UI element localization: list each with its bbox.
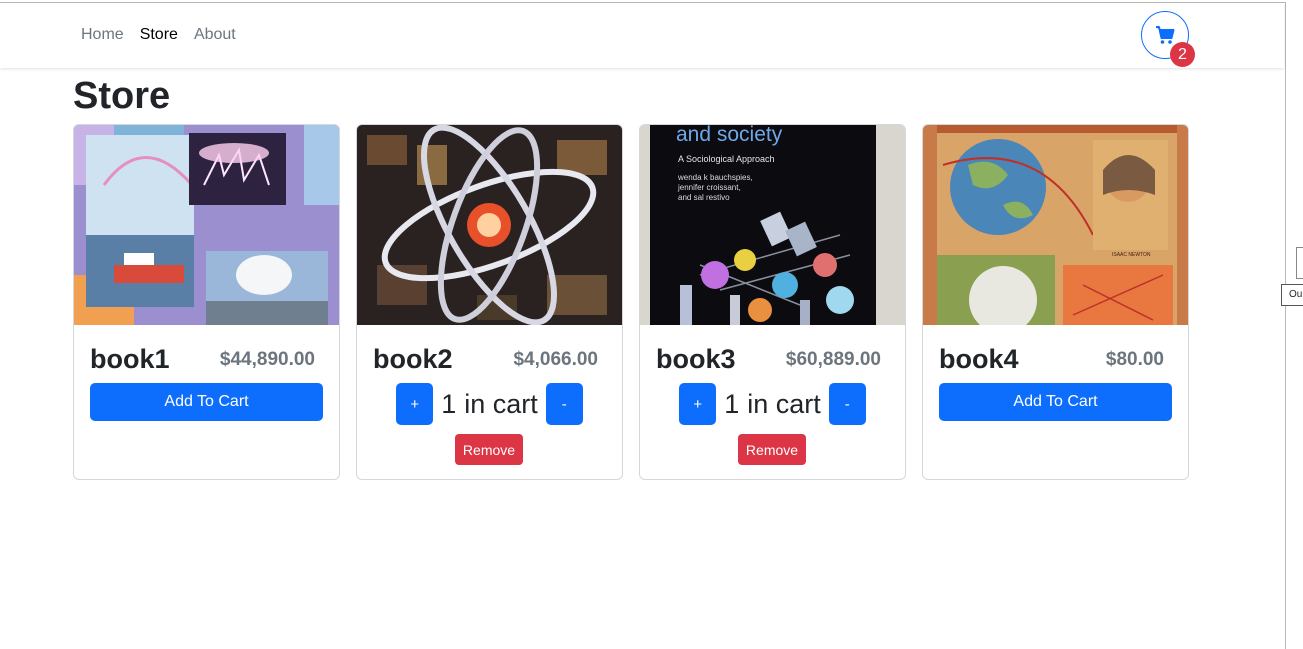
quantity-controls: + 1 in cart - bbox=[357, 383, 622, 425]
product-card-book2: book2 $4,066.00 + 1 in cart - Remove bbox=[356, 124, 623, 480]
nav-link-home[interactable]: Home bbox=[81, 26, 124, 43]
product-card-book3: and society A Sociological Approach wend… bbox=[639, 124, 906, 480]
nav-link-about[interactable]: About bbox=[193, 26, 236, 43]
product-title: book3 bbox=[656, 344, 736, 374]
quantity-controls: + 1 in cart - bbox=[640, 383, 905, 425]
page-title: Store bbox=[73, 75, 171, 117]
increase-quantity-button[interactable]: + bbox=[679, 383, 717, 425]
cart-button[interactable]: 2 bbox=[1141, 11, 1195, 67]
cover-caption: ISAAC NEWTON bbox=[1112, 252, 1151, 258]
add-to-cart-button[interactable]: Add To Cart bbox=[90, 383, 323, 421]
edge-tooltip: Ou bbox=[1281, 284, 1303, 306]
cart-quantity: 1 bbox=[441, 389, 457, 419]
in-cart-label: in cart bbox=[464, 389, 538, 419]
product-card-book4: ISAAC NEWTON book4 $80.00 Add To Cart bbox=[922, 124, 1189, 480]
navbar: Home Store About 2 bbox=[0, 3, 1284, 68]
product-image: and society A Sociological Approach wend… bbox=[640, 125, 905, 325]
product-title: book1 bbox=[90, 344, 170, 374]
nav-links: Home Store About bbox=[81, 26, 236, 44]
product-price: $60,889.00 bbox=[785, 349, 881, 370]
edge-side-widget[interactable] bbox=[1296, 247, 1303, 279]
cover-author-1: wenda k bauchspies, bbox=[677, 173, 753, 182]
product-title: book4 bbox=[939, 344, 1019, 374]
cart-count-badge: 2 bbox=[1170, 42, 1195, 67]
add-to-cart-button[interactable]: Add To Cart bbox=[939, 383, 1172, 421]
cart-icon bbox=[1156, 26, 1175, 44]
product-image: ISAAC NEWTON bbox=[923, 125, 1188, 325]
product-price: $4,066.00 bbox=[513, 349, 598, 370]
cart-quantity-text: 1 in cart bbox=[724, 383, 821, 425]
product-card-book1: book1 $44,890.00 Add To Cart bbox=[73, 124, 340, 480]
increase-quantity-button[interactable]: + bbox=[396, 383, 434, 425]
product-title: book2 bbox=[373, 344, 453, 374]
product-price: $80.00 bbox=[1105, 349, 1164, 370]
cover-subtitle: A Sociological Approach bbox=[678, 154, 775, 164]
cover-author-2: jennifer croissant, bbox=[677, 183, 741, 192]
product-image bbox=[74, 125, 339, 325]
cover-title: and society bbox=[676, 125, 783, 146]
decrease-quantity-button[interactable]: - bbox=[828, 383, 866, 425]
cart-quantity: 1 bbox=[724, 389, 740, 419]
remove-button[interactable]: Remove bbox=[738, 434, 806, 465]
product-price: $44,890.00 bbox=[219, 349, 315, 370]
remove-button[interactable]: Remove bbox=[455, 434, 523, 465]
decrease-quantity-button[interactable]: - bbox=[545, 383, 583, 425]
cart-quantity-text: 1 in cart bbox=[441, 383, 538, 425]
cover-author-3: and sal restivo bbox=[678, 193, 730, 202]
nav-link-store[interactable]: Store bbox=[139, 26, 178, 43]
product-image bbox=[357, 125, 622, 325]
in-cart-label: in cart bbox=[747, 389, 821, 419]
